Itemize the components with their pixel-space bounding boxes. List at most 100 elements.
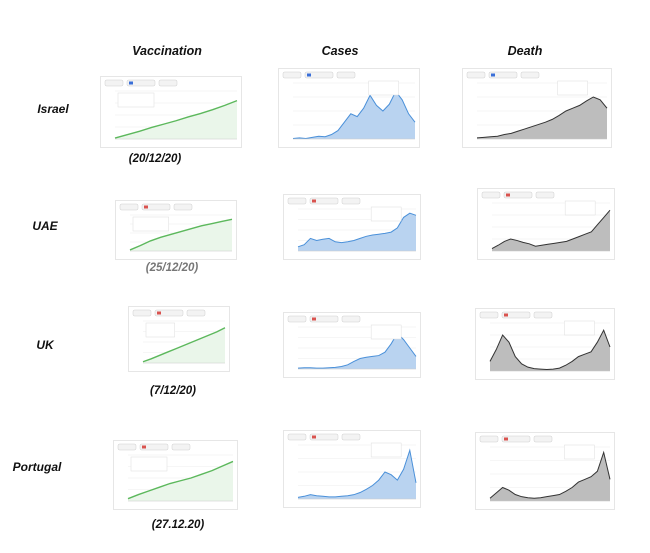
vaccination-date-portugal: (27.12.20) bbox=[151, 519, 205, 531]
series-line bbox=[476, 96, 608, 139]
tooltip-box bbox=[370, 442, 402, 458]
tooltip-box bbox=[564, 444, 595, 460]
series-line bbox=[127, 460, 234, 500]
flag-icon bbox=[312, 317, 316, 321]
toolbar-pill bbox=[533, 435, 553, 443]
flag-icon bbox=[506, 193, 510, 197]
chart-uk-cases bbox=[283, 312, 421, 378]
series-line bbox=[297, 212, 417, 248]
chart-uae-vaccination bbox=[115, 200, 237, 260]
chart-portugal-death bbox=[475, 432, 615, 510]
chart-svg bbox=[287, 433, 417, 500]
chart-svg bbox=[479, 311, 611, 372]
toolbar-pill bbox=[139, 443, 169, 451]
chart-uk-vaccination bbox=[128, 306, 230, 372]
toolbar-pill bbox=[104, 79, 124, 87]
row-header-portugal: Portugal bbox=[12, 460, 62, 474]
tooltip-box bbox=[368, 80, 399, 96]
chart-uk-death bbox=[475, 308, 615, 380]
series-line bbox=[297, 448, 417, 498]
toolbar-pill bbox=[466, 71, 486, 79]
series-line bbox=[491, 209, 611, 250]
toolbar-pill bbox=[309, 315, 339, 323]
toolbar-pill bbox=[341, 315, 361, 323]
chart-uae-death bbox=[477, 188, 615, 260]
flag-icon bbox=[144, 205, 148, 209]
toolbar-pill bbox=[171, 443, 191, 451]
tooltip-box bbox=[564, 320, 595, 336]
toolbar-pill bbox=[309, 197, 339, 205]
flag-icon bbox=[491, 73, 495, 77]
row-header-uk: UK bbox=[36, 338, 54, 352]
chart-portugal-cases bbox=[283, 430, 421, 508]
toolbar-pill bbox=[520, 71, 540, 79]
chart-svg bbox=[287, 315, 417, 370]
toolbar-pill bbox=[336, 71, 356, 79]
toolbar-pill bbox=[488, 71, 518, 79]
series-line bbox=[129, 218, 233, 251]
toolbar-pill bbox=[141, 203, 171, 211]
column-header-death: Death bbox=[507, 44, 543, 58]
flag-icon bbox=[504, 437, 508, 441]
toolbar-pill bbox=[287, 315, 307, 323]
series-area bbox=[492, 210, 610, 251]
flag-icon bbox=[312, 435, 316, 439]
series-line bbox=[489, 328, 611, 371]
vaccination-date-israel: (20/12/20) bbox=[128, 153, 182, 165]
toolbar-pill bbox=[186, 309, 206, 317]
toolbar-pill bbox=[535, 191, 555, 199]
series-area bbox=[477, 97, 607, 139]
vaccination-date-uk: (7/12/20) bbox=[149, 385, 197, 397]
toolbar-pill bbox=[173, 203, 193, 211]
chart-israel-death bbox=[462, 68, 612, 148]
chart-svg bbox=[119, 203, 233, 252]
series-area bbox=[490, 452, 610, 501]
column-header-vaccination: Vaccination bbox=[132, 44, 202, 58]
chart-svg bbox=[132, 309, 226, 364]
series-line bbox=[114, 99, 238, 139]
series-area bbox=[298, 213, 416, 251]
toolbar-pill bbox=[479, 435, 499, 443]
toolbar-pill bbox=[341, 197, 361, 205]
toolbar-pill bbox=[158, 79, 178, 87]
toolbar-pill bbox=[117, 443, 137, 451]
tooltip-box bbox=[117, 92, 155, 108]
chart-svg bbox=[287, 197, 417, 252]
toolbar-pill bbox=[501, 435, 531, 443]
series-area bbox=[298, 333, 416, 369]
series-area bbox=[130, 219, 232, 251]
row-header-uae: UAE bbox=[32, 219, 58, 233]
toolbar-pill bbox=[126, 79, 156, 87]
column-header-cases: Cases bbox=[321, 44, 359, 58]
toolbar-pill bbox=[479, 311, 499, 319]
tooltip-box bbox=[130, 456, 168, 472]
flag-icon bbox=[157, 311, 161, 315]
flag-icon bbox=[312, 199, 316, 203]
toolbar-pill bbox=[304, 71, 334, 79]
series-area bbox=[490, 330, 610, 371]
row-header-israel: Israel bbox=[37, 102, 69, 116]
flag-icon bbox=[307, 73, 311, 77]
toolbar-pill bbox=[282, 71, 302, 79]
chart-svg bbox=[479, 435, 611, 502]
tooltip-box bbox=[370, 324, 402, 340]
flag-icon bbox=[142, 445, 146, 449]
vaccination-date-uae: (25/12/20) bbox=[145, 262, 199, 274]
toolbar-pill bbox=[287, 197, 307, 205]
chart-svg bbox=[104, 79, 238, 140]
series-line bbox=[142, 327, 226, 363]
chart-israel-cases bbox=[278, 68, 420, 148]
flag-icon bbox=[504, 313, 508, 317]
chart-svg bbox=[282, 71, 416, 140]
chart-svg bbox=[466, 71, 608, 140]
tooltip-box bbox=[370, 206, 402, 222]
toolbar-pill bbox=[287, 433, 307, 441]
series-area bbox=[298, 450, 416, 499]
flag-icon bbox=[129, 81, 133, 85]
series-line bbox=[489, 450, 611, 499]
toolbar-pill bbox=[503, 191, 533, 199]
toolbar-pill bbox=[309, 433, 339, 441]
chart-svg bbox=[117, 443, 234, 502]
toolbar-pill bbox=[132, 309, 152, 317]
tooltip-box bbox=[564, 200, 596, 216]
